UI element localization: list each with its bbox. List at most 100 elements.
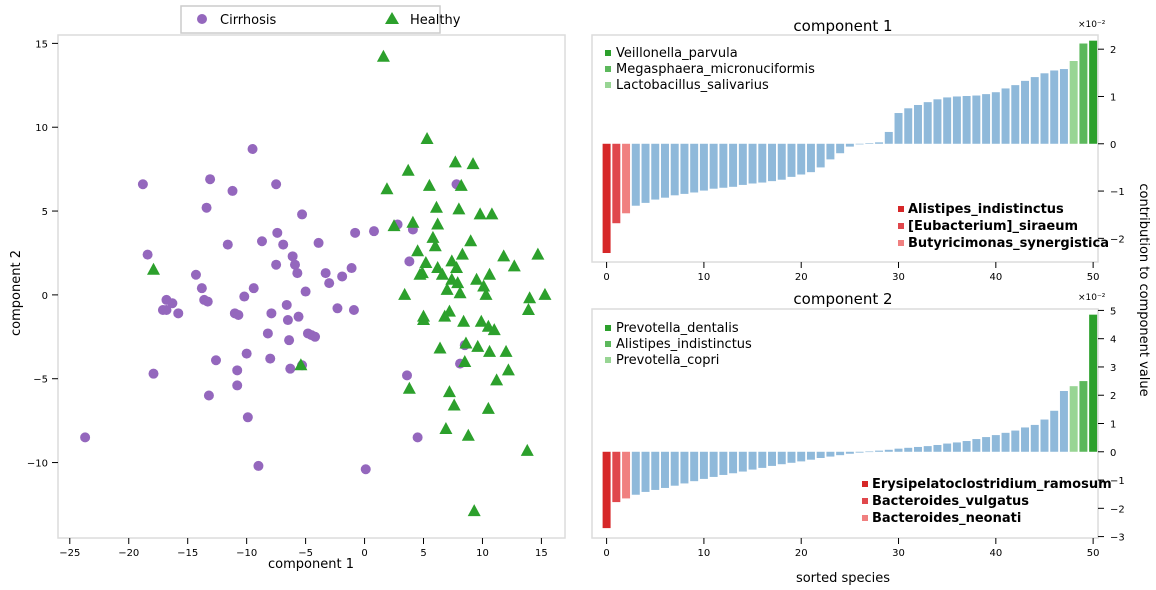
legend-healthy-label: Healthy: [410, 13, 461, 28]
healthy-point: [453, 286, 467, 299]
scatter-ticks: −25 −20 −15 −10 −5 0 5 10 15 −10 −5 0 5 10 15: [27, 39, 548, 559]
bar1-legend-bottom-label: [Eubacterium]_siraeum: [908, 219, 1078, 234]
bar1-bar: [719, 143, 728, 188]
cirrhosis-point: [412, 432, 423, 443]
bar1-bar: [1011, 85, 1020, 144]
bar1-bar: [670, 143, 679, 196]
scatter-legend-box: [180, 5, 441, 34]
cirrhosis-point: [313, 237, 324, 248]
bar1-legend-bottom-swatch: [898, 240, 904, 246]
cirrhosis-point: [137, 179, 148, 190]
bar1-xtick-label: 50: [1087, 272, 1100, 283]
bar2-bar: [1089, 314, 1098, 452]
bar1-bar: [1030, 77, 1039, 144]
scatter-panel: −25 −20 −15 −10 −5 0 5 10 15 −10 −5 0 5 10 15 componen…: [9, 5, 566, 572]
bar2-legend-bottom-swatch: [862, 515, 868, 521]
cirrhosis-point: [310, 331, 321, 342]
scatter-ytick-label: 0: [42, 291, 48, 302]
bar2-legend-top: Prevotella_dentalisAlistipes_indistinctu…: [605, 321, 752, 368]
bar1-ytick-label: 0: [1110, 140, 1116, 151]
cirrhosis-point: [293, 311, 304, 322]
healthy-point: [442, 385, 456, 398]
bar1-bar: [884, 131, 893, 144]
bar2-bar: [690, 451, 699, 482]
bar1-bar: [602, 143, 611, 254]
bar2-bar: [982, 437, 991, 452]
legend-healthy-marker: [385, 12, 399, 24]
bar2-bar: [943, 443, 952, 452]
bar1-bar: [612, 143, 621, 224]
bar2-bar: [758, 451, 767, 468]
bar1-bar: [1069, 61, 1078, 144]
healthy-point: [479, 287, 493, 300]
bar2-legend-bottom-label: Bacteroides_neonati: [872, 511, 1021, 526]
cirrhosis-point: [239, 291, 250, 302]
scatter-xtick-label: 15: [535, 548, 548, 559]
cirrhosis-point: [272, 227, 283, 238]
healthy-point: [439, 422, 453, 435]
cirrhosis-point: [297, 209, 308, 220]
healthy-point: [481, 401, 495, 414]
bar1-bar: [660, 143, 669, 198]
bar1-ytick-label: −1: [1110, 187, 1125, 198]
bar2-bar: [991, 435, 1000, 452]
bar2-legend-bottom-label: Erysipelatoclostridium_ramosum: [872, 477, 1112, 492]
bar2-bar: [631, 451, 640, 495]
healthy-point: [455, 247, 469, 260]
cirrhosis-point: [346, 263, 357, 274]
cirrhosis-point: [348, 304, 359, 315]
bar2-ytick-label: 1: [1110, 420, 1116, 431]
bar2-bar: [797, 451, 806, 462]
bar2-bar: [884, 449, 893, 452]
healthy-point: [485, 207, 499, 220]
scatter-ytick-label: 15: [35, 39, 48, 50]
healthy-point: [147, 262, 161, 275]
bar1-bar: [1059, 69, 1068, 144]
bar1-bar: [768, 143, 777, 182]
healthy-point: [419, 256, 433, 269]
healthy-point: [467, 504, 481, 517]
healthy-point: [521, 302, 535, 315]
cirrhosis-point: [247, 144, 258, 155]
cirrhosis-point: [324, 278, 335, 289]
cirrhosis-point: [266, 308, 277, 319]
cirrhosis-point: [190, 269, 201, 280]
bar1-bars: [602, 40, 1098, 254]
bar1-bar: [894, 113, 903, 144]
healthy-point: [461, 428, 475, 441]
bar2-legend-bottom-label: Bacteroides_vulgatus: [872, 494, 1029, 509]
healthy-point: [507, 259, 521, 272]
cirrhosis-point: [292, 268, 303, 279]
bar2-ytick-label: −1: [1110, 476, 1125, 487]
healthy-point: [458, 354, 472, 367]
healthy-point: [417, 309, 431, 322]
bar2-bar: [826, 451, 835, 457]
cirrhosis-point: [148, 368, 159, 379]
bar1-bar: [845, 143, 854, 147]
bar2-bar: [894, 448, 903, 452]
bar1-bar: [777, 143, 786, 180]
healthy-point: [497, 249, 511, 262]
healthy-point: [415, 266, 429, 279]
bar1-bar: [855, 143, 864, 145]
bar2-bar: [738, 451, 747, 472]
bar1-bar: [991, 92, 1000, 144]
legend-cirrhosis-label: Cirrhosis: [220, 13, 276, 28]
bar2-legend-top-swatch: [605, 325, 611, 331]
bar2-legend-top-swatch: [605, 341, 611, 347]
healthy-point: [466, 157, 480, 170]
bar1-bar: [875, 142, 884, 144]
bar1-bar: [1079, 43, 1088, 144]
bar1-bar: [1001, 88, 1010, 144]
healthy-point: [442, 304, 456, 317]
bar2-bar: [651, 451, 660, 490]
healthy-point: [406, 215, 420, 228]
cirrhosis-point: [262, 328, 273, 339]
scatter-points: [80, 49, 552, 517]
healthy-point: [448, 155, 462, 168]
bar2-bar: [933, 444, 942, 452]
bar2-ytick-label: −3: [1110, 533, 1125, 544]
bar2-bar: [709, 451, 718, 477]
cirrhosis-point: [210, 355, 221, 366]
cirrhosis-point: [350, 227, 361, 238]
